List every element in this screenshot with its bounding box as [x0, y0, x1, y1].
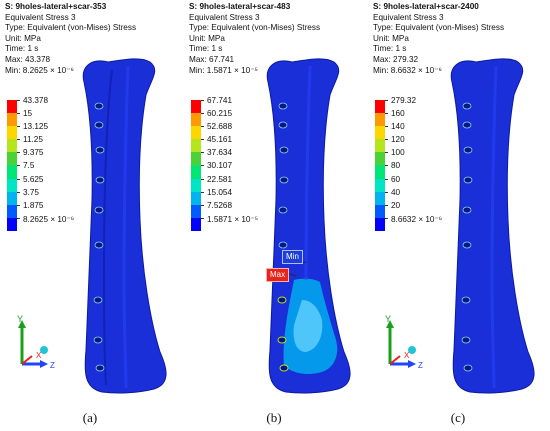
legend-label: 43.378 [23, 96, 49, 105]
result-max: Max: 43.378 [5, 54, 51, 64]
result-max: Max: 67.741 [189, 54, 235, 64]
legend-label: 80 [391, 161, 401, 171]
legend-label: 67.741 [207, 96, 233, 105]
legend-label: 13.125 [23, 122, 49, 132]
caption-c: (c) [450, 410, 466, 425]
legend-label: 30.107 [207, 161, 233, 171]
result-info-c: S: 9holes-lateral+scar-2400 Equivalent S… [373, 2, 504, 76]
bone-model-b [266, 58, 351, 394]
result-name: Equivalent Stress 3 [373, 12, 444, 22]
legend-label: 22.581 [207, 174, 233, 184]
result-type: Type: Equivalent (von-Mises) Stress [5, 23, 137, 33]
legend-label: 120 [391, 135, 405, 145]
legend-label: 45.161 [207, 135, 233, 145]
result-time: Time: 1 s [5, 44, 39, 54]
legend-label: 100 [391, 148, 405, 158]
stress-panel-b: S: 9holes-lateral+scar-483 Equivalent St… [184, 0, 367, 431]
max-probe-tag[interactable]: Max [266, 268, 290, 282]
result-unit: Unit: MPa [5, 33, 41, 43]
result-type: Type: Equivalent (von-Mises) Stress [373, 23, 505, 33]
legend-label: 160 [391, 109, 405, 119]
result-time: Time: 1 s [189, 44, 223, 54]
legend-label: 140 [391, 122, 405, 132]
legend-label: 7.5268 [207, 200, 233, 210]
legend-label: 7.5 [23, 161, 35, 171]
legend-label: 20 [391, 200, 401, 210]
result-info-b: S: 9holes-lateral+scar-483 Equivalent St… [189, 2, 320, 76]
legend-label: 5.625 [23, 174, 44, 184]
legend-label: 37.634 [207, 148, 233, 158]
result-unit: Unit: MPa [189, 33, 225, 43]
bone-model-a [82, 58, 167, 394]
legend-label: 1.875 [23, 200, 44, 210]
caption-b: (b) [266, 410, 282, 425]
legend-label: 40 [391, 187, 401, 197]
result-name: Equivalent Stress 3 [5, 12, 76, 22]
legend-label: 1.5871 × 10⁻⁵ [207, 214, 259, 224]
axis-z-label: Z [50, 361, 55, 370]
result-name: Equivalent Stress 3 [189, 12, 260, 22]
legend-label: 15 [23, 109, 33, 119]
result-title: S: 9holes-lateral+scar-2400 [373, 2, 479, 11]
axis-y-label: Y [17, 314, 23, 324]
min-probe-tag[interactable]: Min [282, 250, 303, 264]
axis-y-label: Y [385, 314, 391, 324]
legend-label: 8.2625 × 10⁻⁶ [23, 214, 75, 224]
caption-a: (a) [82, 410, 98, 425]
legend-label: 9.375 [23, 148, 44, 158]
legend-label: 52.688 [207, 122, 233, 132]
legend-label: 60.215 [207, 109, 233, 119]
legend-label: 3.75 [23, 187, 39, 197]
stress-panel-a: S: 9holes-lateral+scar-353 Equivalent St… [0, 0, 183, 431]
result-unit: Unit: MPa [373, 33, 409, 43]
result-min: Min: 8.2625 × 10⁻⁶ [5, 65, 74, 75]
legend-label: 11.25 [23, 135, 43, 145]
result-type: Type: Equivalent (von-Mises) Stress [189, 23, 321, 33]
result-title: S: 9holes-lateral+scar-353 [5, 2, 107, 11]
legend-label: 15.054 [207, 187, 233, 197]
axis-z-label: Z [418, 361, 423, 370]
stress-panel-c: S: 9holes-lateral+scar-2400 Equivalent S… [368, 0, 550, 431]
axis-triad-a: Y X Z [17, 314, 55, 370]
bone-model-c [450, 58, 535, 394]
legend-label: 279.32 [391, 96, 417, 105]
result-min: Min: 1.5871 × 10⁻⁵ [189, 65, 258, 75]
result-title: S: 9holes-lateral+scar-483 [189, 2, 291, 11]
result-time: Time: 1 s [373, 44, 407, 54]
result-max: Max: 279.32 [373, 54, 419, 64]
result-info-a: S: 9holes-lateral+scar-353 Equivalent St… [5, 2, 136, 76]
axis-triad-c: Y X Z [385, 314, 423, 370]
result-min: Min: 8.6632 × 10⁻⁶ [373, 65, 442, 75]
legend-label: 8.6632 × 10⁻⁶ [391, 214, 443, 224]
axis-x-label: X [36, 351, 42, 360]
legend-label: 60 [391, 174, 401, 184]
axis-x-label: X [404, 351, 410, 360]
